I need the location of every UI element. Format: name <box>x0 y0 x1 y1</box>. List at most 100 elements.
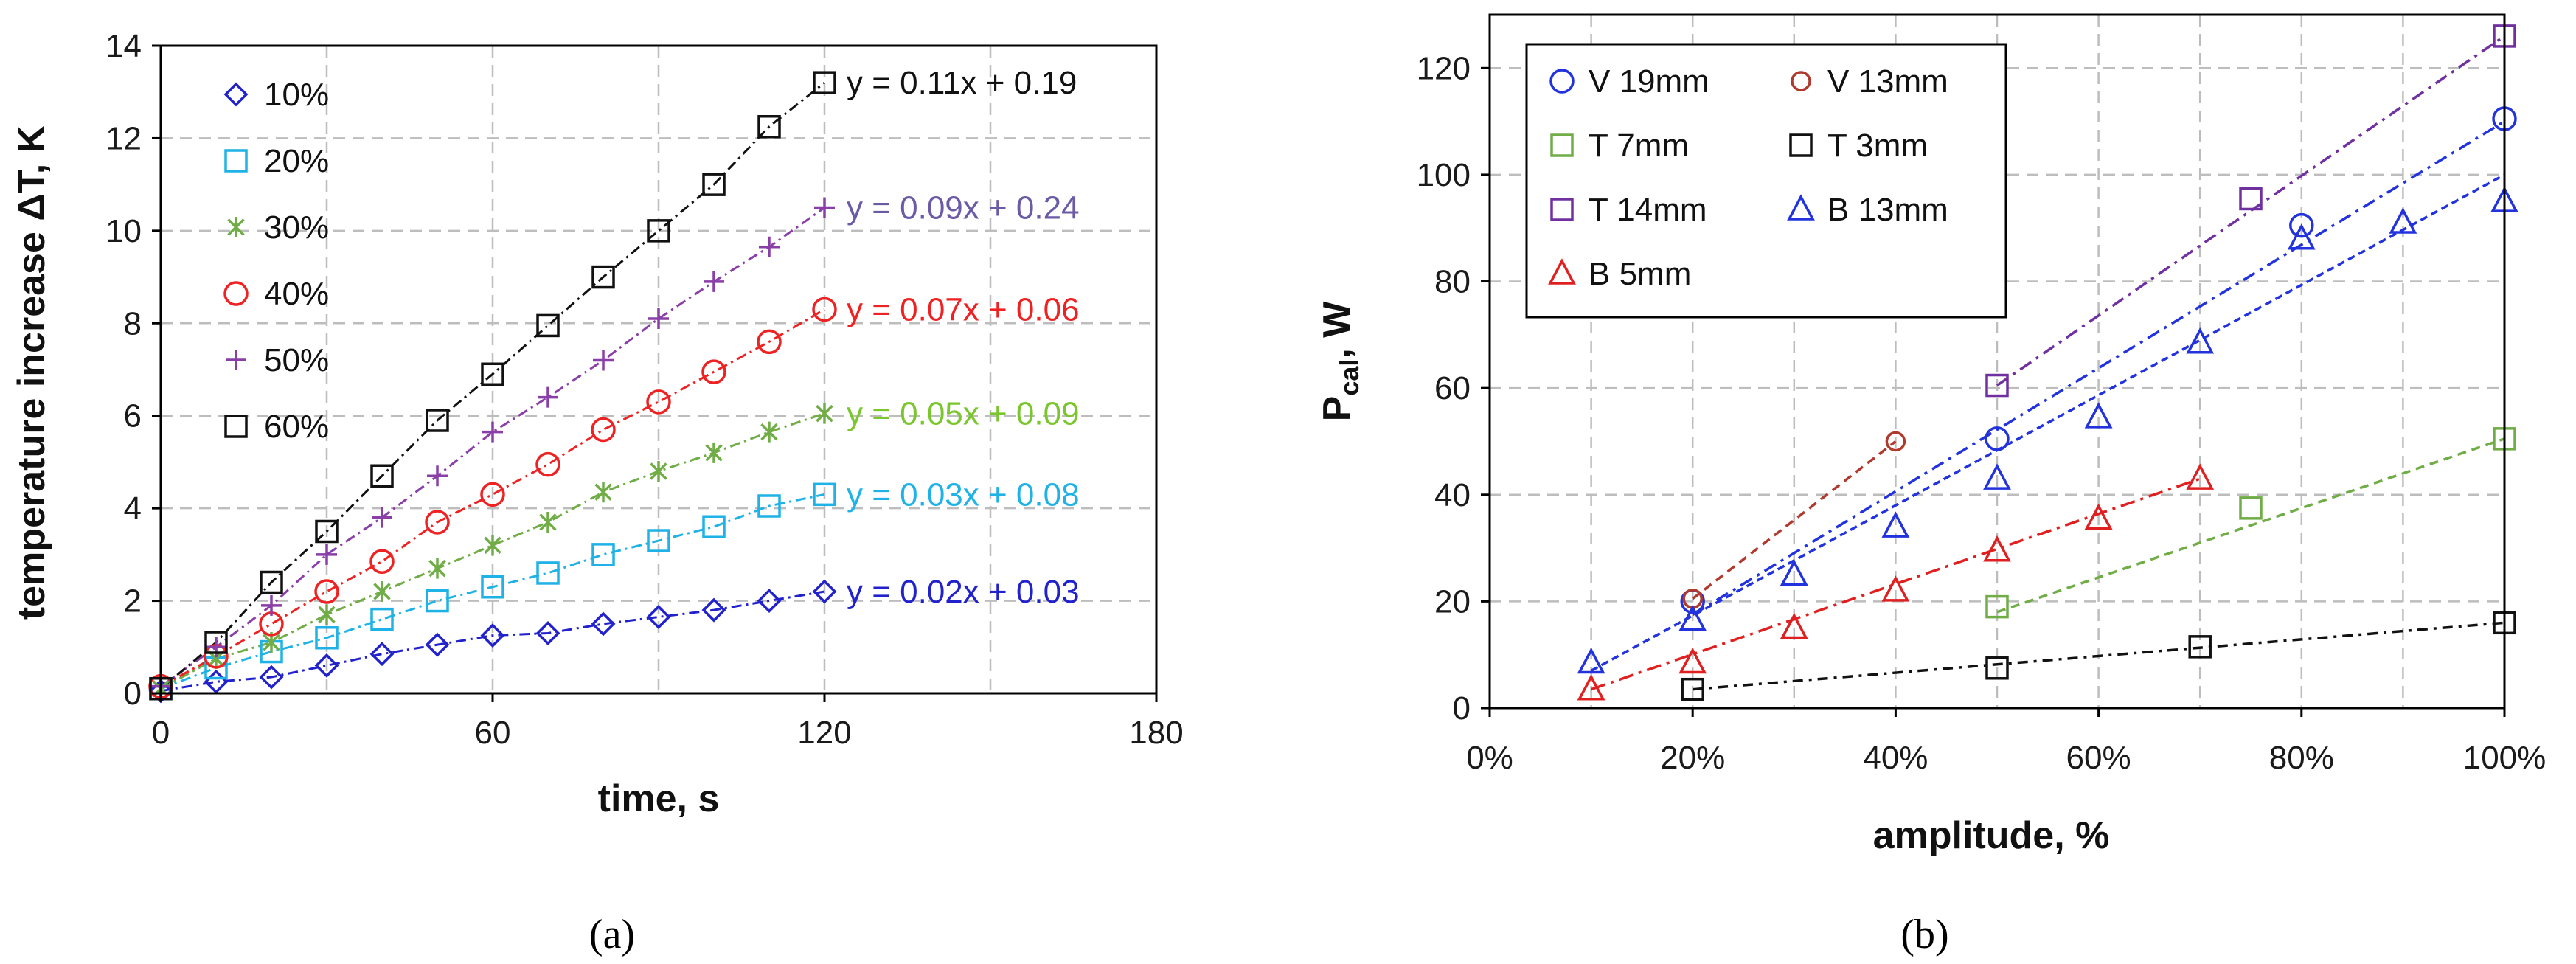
data-point <box>2188 635 2212 659</box>
x-tick-label: 40% <box>1863 740 1928 776</box>
trend-equation: y = 0.09x + 0.24 <box>847 190 1080 226</box>
legend-marker <box>1550 133 1574 157</box>
data-point <box>480 482 505 507</box>
chart-b-caption: (b) <box>1900 912 1948 957</box>
data-point <box>701 359 726 384</box>
y-tick-label: 80 <box>1434 264 1471 300</box>
legend-label: 60% <box>264 409 329 445</box>
data-point <box>369 642 395 667</box>
trend-equation: y = 0.11x + 0.19 <box>847 65 1077 101</box>
chart-b-ylabel-rest: , W <box>1316 301 1358 359</box>
data-point <box>536 313 560 338</box>
data-point <box>314 653 339 678</box>
y-tick-label: 12 <box>105 120 142 156</box>
legend-marker <box>223 82 249 107</box>
y-tick-label: 0 <box>1453 690 1471 727</box>
data-point <box>650 460 667 482</box>
data-point <box>1983 463 2011 490</box>
data-point <box>816 403 833 424</box>
fit-line-T 14mm <box>1996 35 2505 386</box>
data-point <box>591 543 615 566</box>
legend-marker <box>224 415 248 438</box>
data-point <box>1983 535 2011 562</box>
data-point <box>757 329 782 355</box>
x-tick-label: 20% <box>1660 740 1725 776</box>
y-tick-label: 2 <box>124 583 142 620</box>
data-point <box>481 575 504 599</box>
trend-equation: y = 0.07x + 0.06 <box>847 291 1080 327</box>
data-point <box>1881 575 1910 602</box>
legend-marker <box>1548 258 1576 285</box>
x-tick-label: 100% <box>2463 740 2547 776</box>
legend-label: 40% <box>264 276 329 312</box>
data-point <box>705 442 723 463</box>
legend-label: 10% <box>264 77 329 113</box>
data-point <box>484 535 501 556</box>
fit-line-B 5mm <box>1591 477 2201 691</box>
data-point <box>1780 612 1808 639</box>
legend-label: V 19mm <box>1589 63 1709 100</box>
legend-marker <box>1789 133 1813 157</box>
fit-line-T 3mm <box>1693 621 2505 691</box>
data-point <box>1985 594 2009 619</box>
legend-marker <box>226 350 246 370</box>
data-point <box>1678 604 1707 631</box>
data-point <box>757 494 781 518</box>
chart-a-plot-frame <box>159 44 1158 695</box>
x-tick-label: 60 <box>475 715 511 751</box>
chart-b-ylabel: Pcal, W <box>1316 301 1364 422</box>
data-point <box>1985 656 2009 680</box>
trend-line-40% <box>160 308 825 687</box>
data-point <box>259 665 284 690</box>
data-point <box>1881 511 1910 538</box>
data-point <box>315 625 339 650</box>
data-point <box>647 219 670 243</box>
data-point <box>206 637 226 658</box>
data-point <box>427 465 448 487</box>
fit-line-B 13mm <box>1590 173 2505 672</box>
data-point <box>701 597 726 623</box>
data-point <box>646 605 671 629</box>
data-point <box>2287 223 2316 250</box>
x-tick-label: 0% <box>1466 740 1513 776</box>
data-point <box>204 669 229 694</box>
data-point <box>314 579 339 604</box>
trend-equation: y = 0.02x + 0.03 <box>847 574 1080 610</box>
trend-equation: y = 0.03x + 0.08 <box>847 476 1080 513</box>
chart-b-ticks: 0% 20% 40% 60% 80% 100% 0 20 40 60 80 100 120 <box>1417 50 2547 776</box>
data-point <box>1985 426 2010 451</box>
data-point <box>369 549 395 575</box>
data-point <box>2239 187 2263 211</box>
chart-b-fit-lines <box>1590 35 2505 691</box>
data-point <box>481 362 504 386</box>
data-point <box>204 631 228 654</box>
chart-a-ticks: 0 60 120 180 0 2 4 6 8 10 12 14 <box>105 28 1184 751</box>
x-tick-label: 120 <box>797 715 851 751</box>
data-point <box>373 581 391 603</box>
data-point <box>259 611 284 637</box>
chart-a-grid <box>161 46 1156 693</box>
data-point <box>2389 207 2417 234</box>
data-point <box>813 71 836 94</box>
chart-b: 0% 20% 40% 60% 80% 100% 0 20 40 60 80 100 120 V 19mm… <box>1316 13 2547 957</box>
legend-marker <box>227 217 245 237</box>
data-point <box>316 544 337 565</box>
y-tick-label: 8 <box>124 305 142 341</box>
data-point <box>535 451 560 477</box>
data-point <box>591 417 616 443</box>
data-point <box>2239 496 2263 520</box>
legend-marker <box>224 149 248 173</box>
data-point <box>428 558 446 579</box>
data-point <box>539 511 557 533</box>
chart-b-ylabel-main: P <box>1316 396 1358 422</box>
data-point <box>260 570 283 594</box>
legend-label: 20% <box>264 143 329 179</box>
x-tick-label: 180 <box>1129 715 1183 751</box>
data-point <box>648 308 669 330</box>
data-point <box>1885 431 1906 452</box>
data-point <box>2186 327 2215 354</box>
legend-marker <box>1550 198 1574 221</box>
data-point <box>757 589 782 614</box>
